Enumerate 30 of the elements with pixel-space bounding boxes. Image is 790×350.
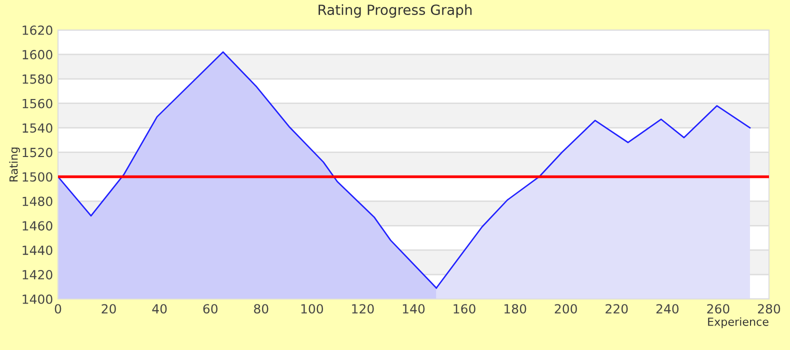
x-tick-label: 260 xyxy=(707,304,730,314)
x-tick-label: 20 xyxy=(102,304,116,314)
y-tick-label: 1560 xyxy=(22,98,52,108)
y-tick-label: 1620 xyxy=(22,25,52,35)
y-tick-label: 1520 xyxy=(22,148,52,158)
x-tick-label: 40 xyxy=(152,304,167,314)
x-tick-label: 180 xyxy=(504,304,526,314)
x-tick-label: 120 xyxy=(352,304,374,314)
x-tick-label: 280 xyxy=(758,304,780,314)
y-tick-label: 1400 xyxy=(22,294,52,304)
x-tick-label: 240 xyxy=(656,304,679,314)
y-tick-label: 1580 xyxy=(22,74,52,84)
x-tick-label: 60 xyxy=(203,304,218,314)
x-axis-title: Experience xyxy=(708,317,768,328)
x-tick-label: 160 xyxy=(454,304,476,314)
y-axis-title: Rating xyxy=(9,148,20,182)
y-tick-label: 1440 xyxy=(22,246,52,256)
x-tick-label: 100 xyxy=(301,304,324,314)
chart-title: Rating Progress Graph xyxy=(318,4,472,18)
y-tick-label: 1480 xyxy=(22,196,52,206)
y-tick-label: 1460 xyxy=(22,221,52,231)
x-tick-label: 80 xyxy=(254,304,268,314)
y-tick-label: 1500 xyxy=(22,172,52,182)
y-tick-label: 1600 xyxy=(22,50,52,60)
x-tick-label: 200 xyxy=(554,304,577,314)
y-tick-label: 1540 xyxy=(22,123,52,133)
y-tick-label: 1420 xyxy=(22,270,52,280)
x-tick-label: 140 xyxy=(402,304,425,314)
x-tick-label: 0 xyxy=(54,304,62,314)
x-tick-label: 220 xyxy=(606,304,628,314)
